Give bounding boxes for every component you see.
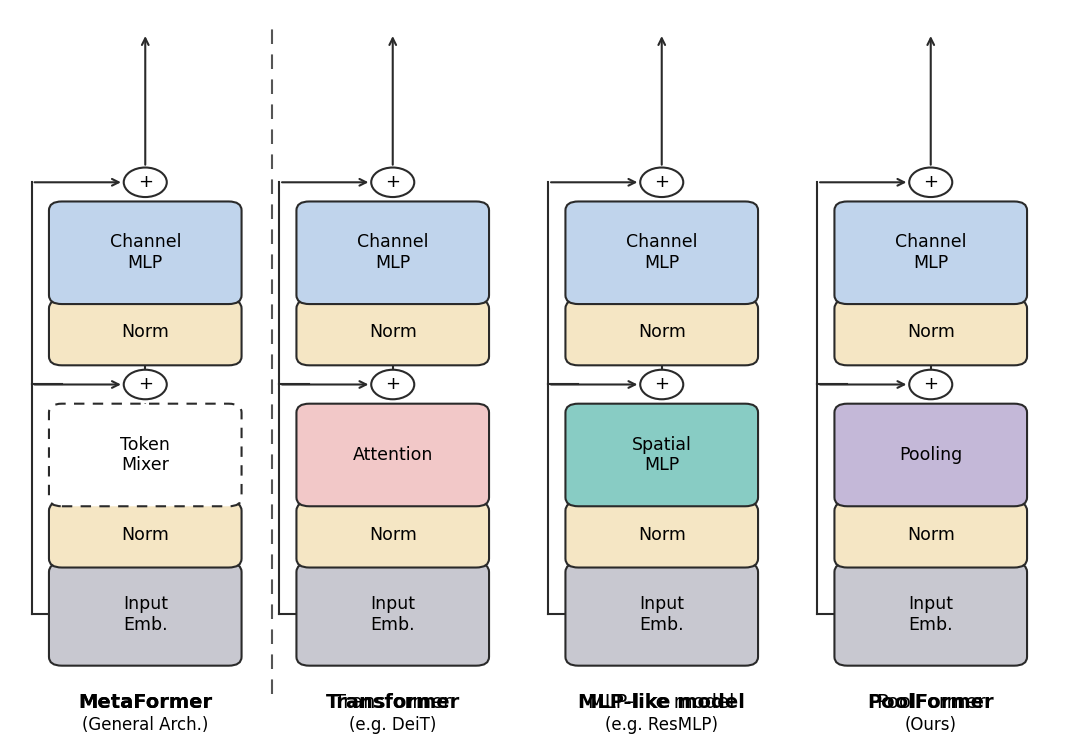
FancyBboxPatch shape xyxy=(835,502,1027,568)
Text: Norm: Norm xyxy=(907,323,954,342)
Text: +: + xyxy=(654,376,669,393)
Text: Channel
MLP: Channel MLP xyxy=(626,233,697,272)
Text: Input
Emb.: Input Emb. xyxy=(908,595,953,634)
Text: +: + xyxy=(138,173,153,191)
Circle shape xyxy=(640,168,683,197)
FancyBboxPatch shape xyxy=(566,300,758,365)
FancyBboxPatch shape xyxy=(835,563,1027,666)
Text: Norm: Norm xyxy=(369,525,416,544)
Text: Norm: Norm xyxy=(369,323,416,342)
Circle shape xyxy=(909,168,952,197)
Text: +: + xyxy=(138,376,153,393)
Text: Spatial
MLP: Spatial MLP xyxy=(632,435,692,475)
FancyBboxPatch shape xyxy=(566,502,758,568)
Circle shape xyxy=(640,370,683,399)
Text: Norm: Norm xyxy=(638,323,685,342)
FancyBboxPatch shape xyxy=(296,502,489,568)
FancyBboxPatch shape xyxy=(566,404,758,506)
FancyBboxPatch shape xyxy=(49,201,241,304)
Text: +: + xyxy=(923,376,938,393)
Text: (e.g. ResMLP): (e.g. ResMLP) xyxy=(605,716,719,734)
Text: MetaFormer: MetaFormer xyxy=(79,693,212,712)
Text: Attention: Attention xyxy=(353,446,433,464)
FancyBboxPatch shape xyxy=(49,502,241,568)
Text: MetaFormer: MetaFormer xyxy=(79,693,212,712)
Circle shape xyxy=(371,168,414,197)
FancyBboxPatch shape xyxy=(835,201,1027,304)
Circle shape xyxy=(909,370,952,399)
Text: Norm: Norm xyxy=(907,525,954,544)
FancyBboxPatch shape xyxy=(835,404,1027,506)
Text: Transformer: Transformer xyxy=(326,693,459,712)
Text: Transformer: Transformer xyxy=(335,693,451,712)
Text: Channel
MLP: Channel MLP xyxy=(895,233,966,272)
Text: Channel
MLP: Channel MLP xyxy=(357,233,428,272)
FancyBboxPatch shape xyxy=(296,404,489,506)
Text: Pooling: Pooling xyxy=(900,446,962,464)
FancyBboxPatch shape xyxy=(49,563,241,666)
FancyBboxPatch shape xyxy=(296,201,489,304)
FancyBboxPatch shape xyxy=(835,300,1027,365)
Text: Input
Emb.: Input Emb. xyxy=(639,595,684,634)
FancyBboxPatch shape xyxy=(296,300,489,365)
Text: (e.g. DeiT): (e.g. DeiT) xyxy=(349,716,437,734)
Circle shape xyxy=(124,370,167,399)
Text: Norm: Norm xyxy=(122,525,169,544)
Text: +: + xyxy=(385,376,400,393)
Circle shape xyxy=(371,370,414,399)
Text: Input
Emb.: Input Emb. xyxy=(370,595,415,634)
Text: MLP-like model: MLP-like model xyxy=(589,693,735,712)
Text: PoolFormer: PoolFormer xyxy=(876,693,986,712)
FancyBboxPatch shape xyxy=(296,563,489,666)
Circle shape xyxy=(124,168,167,197)
Text: MLP-like model: MLP-like model xyxy=(578,693,746,712)
Text: +: + xyxy=(923,173,938,191)
FancyBboxPatch shape xyxy=(49,404,241,506)
Text: +: + xyxy=(385,173,400,191)
FancyBboxPatch shape xyxy=(49,300,241,365)
Text: (Ours): (Ours) xyxy=(905,716,957,734)
FancyBboxPatch shape xyxy=(566,563,758,666)
Text: PoolFormer: PoolFormer xyxy=(867,693,994,712)
FancyBboxPatch shape xyxy=(566,201,758,304)
Text: Norm: Norm xyxy=(638,525,685,544)
Text: Channel
MLP: Channel MLP xyxy=(110,233,181,272)
Text: Input
Emb.: Input Emb. xyxy=(123,595,168,634)
Text: Norm: Norm xyxy=(122,323,169,342)
Text: (General Arch.): (General Arch.) xyxy=(82,716,209,734)
Text: +: + xyxy=(654,173,669,191)
Text: Token
Mixer: Token Mixer xyxy=(121,435,170,475)
